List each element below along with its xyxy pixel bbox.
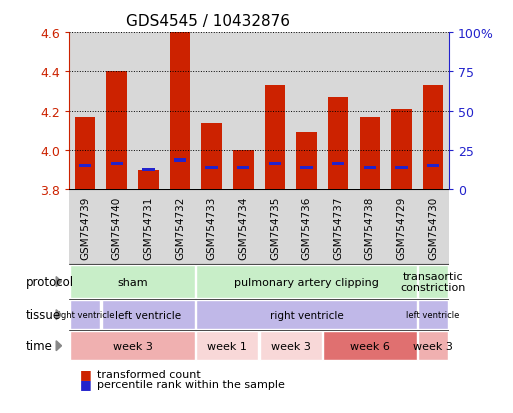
Bar	[75, 117, 95, 190]
Text: GSM754740: GSM754740	[112, 196, 122, 259]
Bar	[132, 190, 164, 264]
Bar	[227, 33, 259, 190]
Text: transformed count: transformed count	[97, 369, 201, 379]
Bar	[132, 33, 164, 190]
Text: week 1: week 1	[207, 341, 247, 351]
Text: pulmonary artery clipping: pulmonary artery clipping	[234, 277, 379, 287]
Bar	[170, 33, 190, 190]
Bar	[300, 167, 313, 170]
Bar	[227, 190, 259, 264]
Text: GSM754735: GSM754735	[270, 196, 280, 259]
Text: GSM754732: GSM754732	[175, 196, 185, 259]
Bar	[164, 190, 196, 264]
Bar	[354, 190, 386, 264]
Bar	[360, 117, 380, 190]
Text: right ventricle: right ventricle	[270, 310, 343, 320]
Bar	[391, 109, 412, 190]
Text: transaortic
constriction: transaortic constriction	[400, 271, 466, 293]
Text: week 3: week 3	[271, 341, 311, 351]
Bar	[291, 33, 322, 190]
Bar	[332, 163, 344, 166]
Bar	[328, 98, 348, 190]
Bar	[386, 190, 417, 264]
Bar	[354, 33, 386, 190]
Text: ■: ■	[80, 377, 91, 391]
Bar	[386, 33, 417, 190]
Bar	[418, 266, 448, 298]
Polygon shape	[56, 310, 62, 320]
Text: week 6: week 6	[350, 341, 390, 351]
Bar	[322, 190, 354, 264]
Bar	[269, 163, 281, 166]
Text: GSM754739: GSM754739	[80, 196, 90, 259]
Bar	[205, 167, 218, 170]
Bar	[201, 123, 222, 190]
Bar	[196, 266, 417, 298]
Bar	[323, 332, 417, 360]
Bar	[79, 165, 91, 168]
Bar	[196, 33, 227, 190]
Text: GDS4545 / 10432876: GDS4545 / 10432876	[126, 14, 290, 29]
Bar	[417, 33, 449, 190]
Bar	[259, 33, 291, 190]
Bar	[70, 301, 100, 329]
Bar	[291, 190, 322, 264]
Bar	[164, 33, 196, 190]
Polygon shape	[56, 277, 62, 287]
Bar	[142, 169, 154, 172]
Text: ■: ■	[80, 367, 91, 380]
Text: time: time	[26, 339, 52, 352]
Text: left ventricle: left ventricle	[406, 311, 460, 319]
Text: week 3: week 3	[413, 341, 453, 351]
Bar	[265, 86, 285, 190]
Bar	[106, 72, 127, 190]
Bar	[70, 332, 195, 360]
Bar	[69, 190, 101, 264]
Bar	[233, 151, 253, 190]
Text: left ventricle: left ventricle	[115, 310, 182, 320]
Bar	[427, 165, 439, 168]
Bar	[417, 190, 449, 264]
Bar	[259, 190, 291, 264]
Bar	[418, 332, 448, 360]
Text: GSM754734: GSM754734	[238, 196, 248, 259]
Bar	[423, 86, 443, 190]
Bar	[395, 167, 408, 170]
Bar	[110, 163, 123, 166]
Bar	[322, 33, 354, 190]
Text: GSM754733: GSM754733	[207, 196, 216, 259]
Text: GSM754729: GSM754729	[397, 196, 406, 259]
Text: right ventricle: right ventricle	[55, 311, 115, 319]
Polygon shape	[56, 341, 62, 351]
Text: percentile rank within the sample: percentile rank within the sample	[97, 379, 285, 389]
Text: protocol: protocol	[26, 275, 74, 288]
Bar	[237, 167, 249, 170]
Bar	[101, 190, 132, 264]
Bar	[174, 159, 186, 162]
Bar	[196, 332, 259, 360]
Bar	[260, 332, 322, 360]
Bar	[296, 133, 317, 190]
Text: GSM754731: GSM754731	[143, 196, 153, 259]
Bar	[101, 33, 132, 190]
Text: week 3: week 3	[112, 341, 152, 351]
Text: GSM754737: GSM754737	[333, 196, 343, 259]
Bar	[138, 171, 159, 190]
Text: GSM754730: GSM754730	[428, 196, 438, 259]
Text: GSM754738: GSM754738	[365, 196, 375, 259]
Text: tissue: tissue	[26, 309, 61, 321]
Text: sham: sham	[117, 277, 148, 287]
Bar	[196, 190, 227, 264]
Bar	[69, 33, 101, 190]
Bar	[70, 266, 195, 298]
Bar	[196, 301, 417, 329]
Bar	[364, 167, 376, 170]
Bar	[102, 301, 195, 329]
Text: GSM754736: GSM754736	[302, 196, 311, 259]
Bar	[418, 301, 448, 329]
